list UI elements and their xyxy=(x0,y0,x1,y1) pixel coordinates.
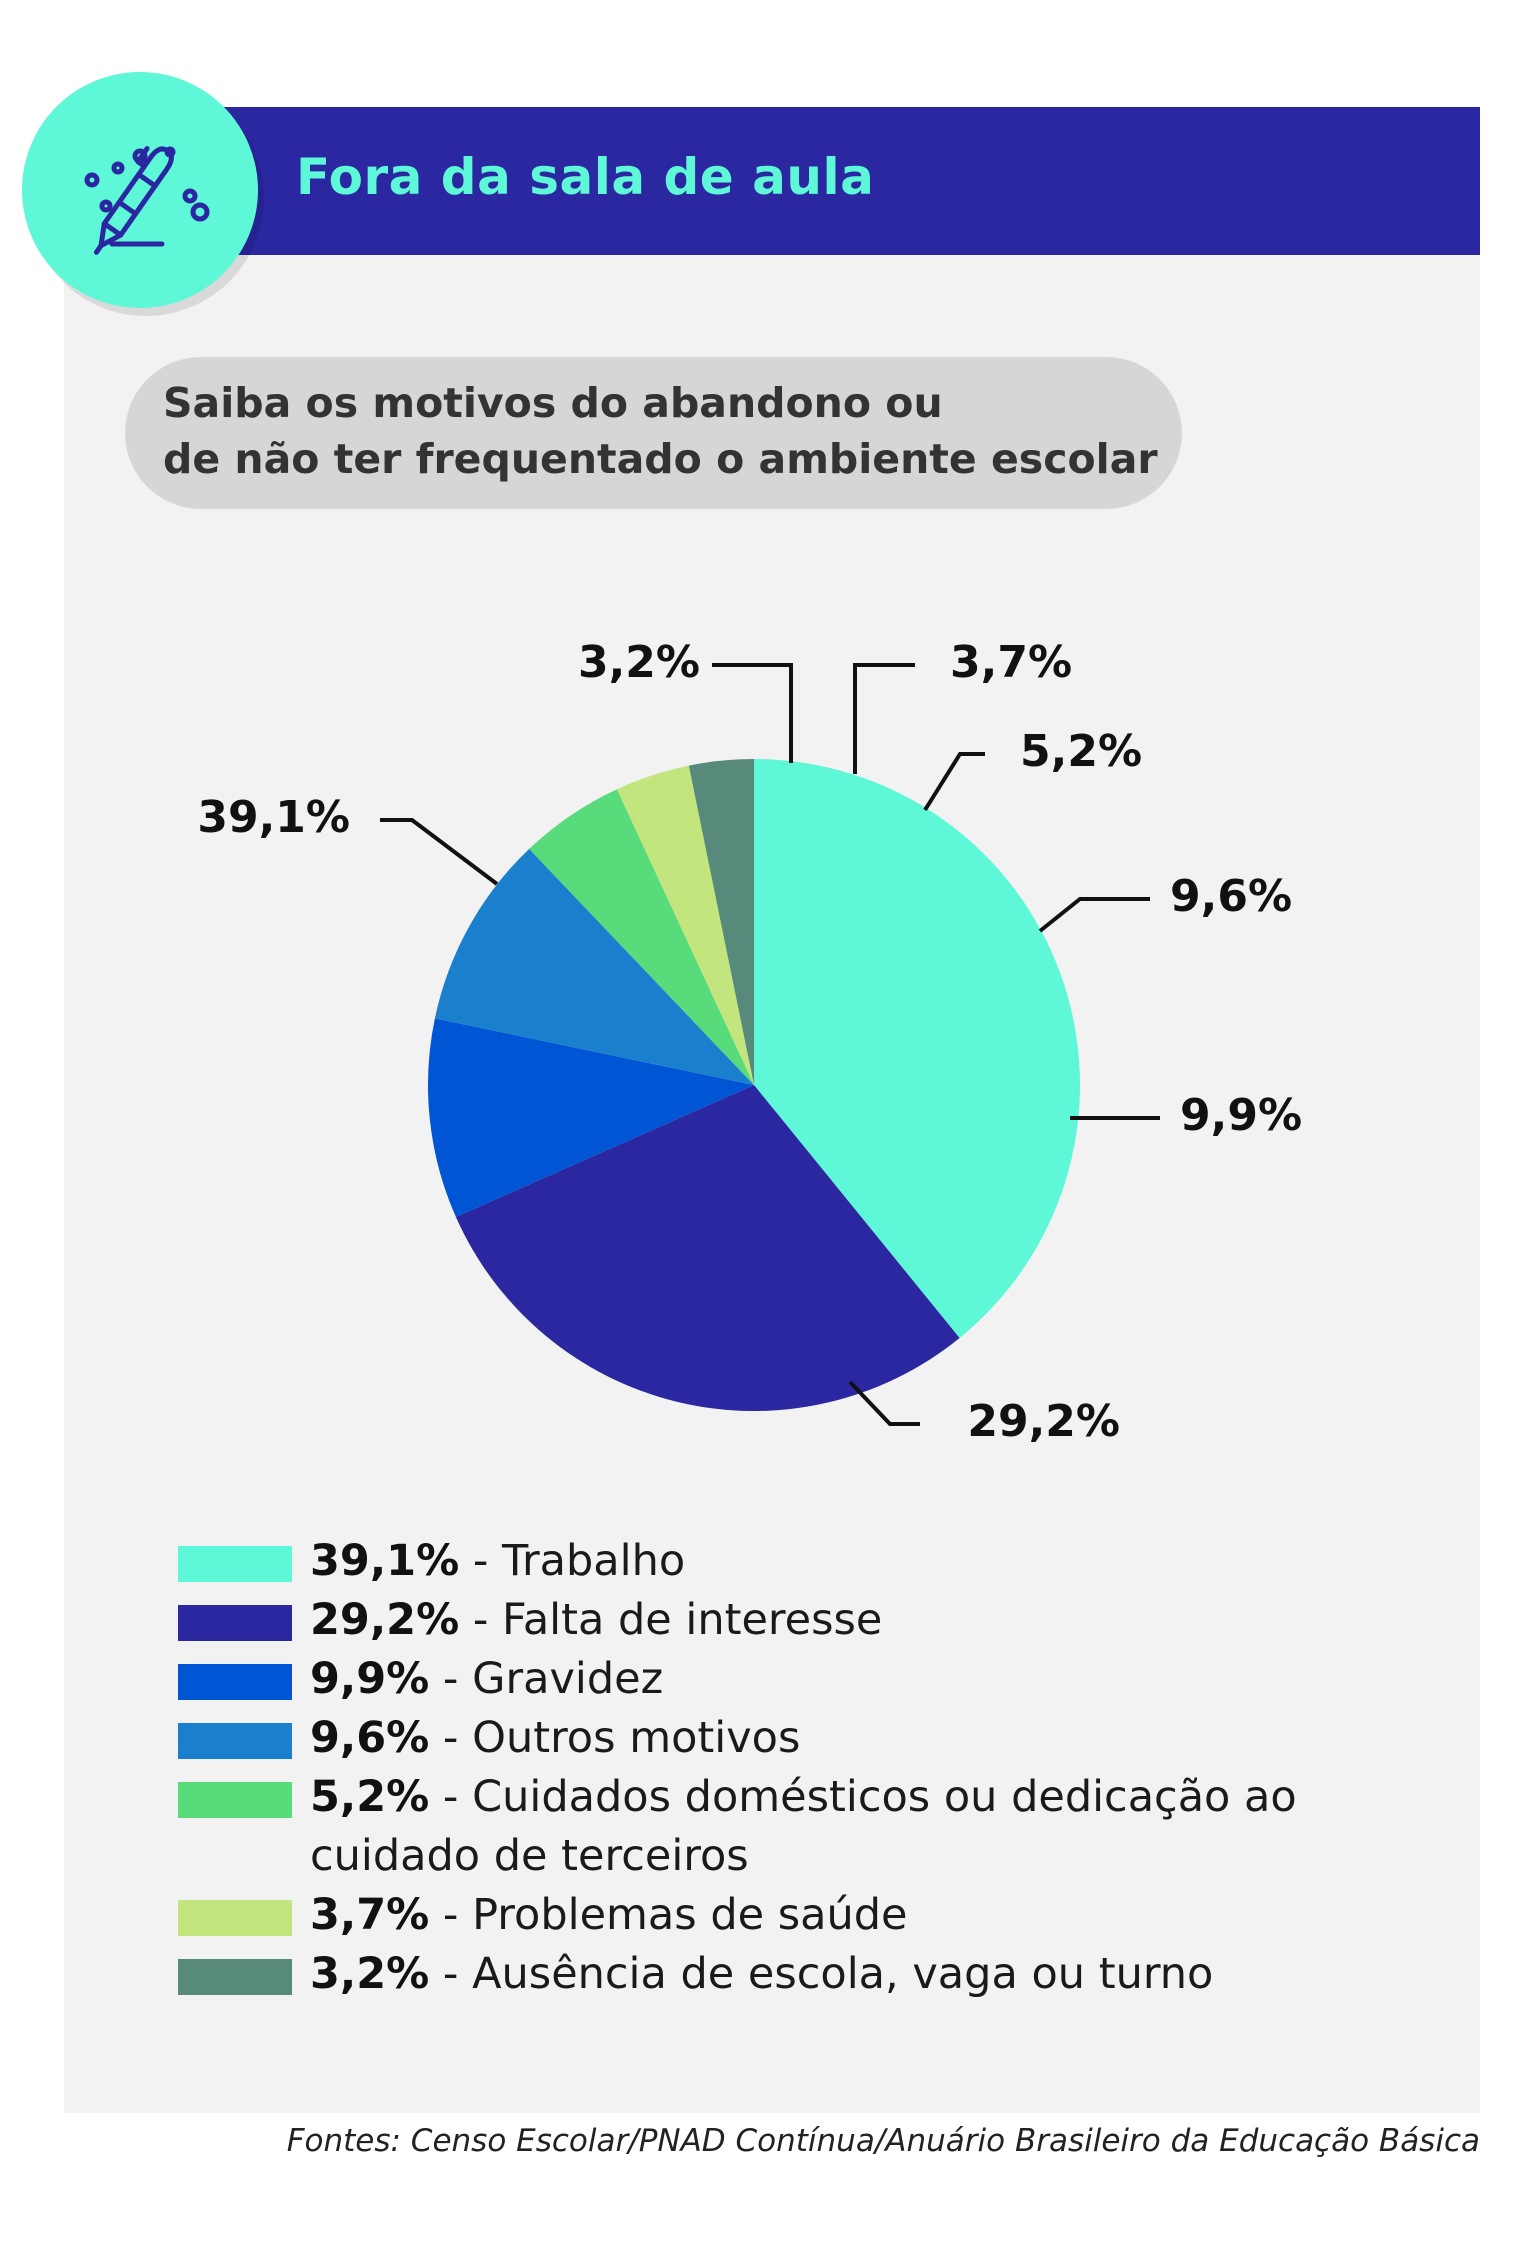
legend-swatch xyxy=(178,1723,292,1759)
subtitle-line-2: de não ter frequentado o ambiente escola… xyxy=(163,435,1158,483)
data-label: 39,1% xyxy=(197,792,350,843)
pie-slice xyxy=(428,1018,754,1217)
data-label: 3,7% xyxy=(950,637,1072,688)
legend-item: 39,1% - Trabalho xyxy=(178,1532,1428,1591)
pie-slice xyxy=(434,848,754,1085)
legend-item: 3,2% - Ausência de escola, vaga ou turno xyxy=(178,1945,1428,2004)
data-label: 5,2% xyxy=(1020,726,1142,777)
pie-slice xyxy=(455,1085,960,1411)
legend-label: - Cuidados domésticos ou dedicação ao cu… xyxy=(310,1772,1297,1881)
legend-label: - Outros motivos xyxy=(429,1713,801,1763)
pie-slice xyxy=(529,789,754,1085)
legend-label: - Gravidez xyxy=(429,1654,664,1704)
pie-slice xyxy=(616,765,754,1085)
legend-item: 29,2% - Falta de interesse xyxy=(178,1591,1428,1650)
legend-swatch xyxy=(178,1664,292,1700)
subtitle-line-1: Saiba os motivos do abandono ou xyxy=(163,379,943,427)
page-title: Fora da sala de aula xyxy=(296,148,875,206)
source-note: Fontes: Censo Escolar/PNAD Contínua/Anuá… xyxy=(286,2123,1480,2159)
legend-swatch xyxy=(178,1959,292,1995)
leader-line xyxy=(1038,897,1150,933)
legend-item: 3,7% - Problemas de saúde xyxy=(178,1886,1428,1945)
data-label: 9,9% xyxy=(1180,1090,1302,1141)
legend-pct: 9,6% xyxy=(310,1713,430,1763)
legend-pct: 5,2% xyxy=(310,1772,430,1822)
legend-swatch xyxy=(178,1782,292,1818)
legend-pct: 39,1% xyxy=(310,1536,460,1586)
legend-pct: 9,9% xyxy=(310,1654,430,1704)
legend-item: 9,6% - Outros motivos xyxy=(178,1709,1428,1768)
pie-slice xyxy=(754,759,1081,1338)
legend-swatch xyxy=(178,1605,292,1641)
data-label: 3,2% xyxy=(578,637,700,688)
leader-line xyxy=(923,752,985,812)
pen-badge xyxy=(22,72,258,308)
legend-label: - Ausência de escola, vaga ou turno xyxy=(429,1949,1214,1999)
legend-pct: 29,2% xyxy=(310,1595,460,1645)
data-label: 9,6% xyxy=(1170,871,1292,922)
legend-label: - Trabalho xyxy=(459,1536,686,1586)
legend-item: 9,9% - Gravidez xyxy=(178,1650,1428,1709)
leader-line xyxy=(848,1380,920,1426)
pen-writing-icon xyxy=(84,146,210,255)
leader-line xyxy=(712,663,793,763)
header-bar xyxy=(64,107,1480,255)
pie-slice xyxy=(688,759,754,1085)
legend-pct: 3,7% xyxy=(310,1890,430,1940)
leader-line xyxy=(853,663,915,774)
legend-item: 5,2% - Cuidados domésticos ou dedicação … xyxy=(178,1768,1428,1886)
legend-label: - Problemas de saúde xyxy=(429,1890,908,1940)
legend: 39,1% - Trabalho 29,2% - Falta de intere… xyxy=(178,1532,1428,2004)
legend-label: - Falta de interesse xyxy=(459,1595,883,1645)
leader-line xyxy=(380,818,499,886)
subtitle-pill: Saiba os motivos do abandono ou de não t… xyxy=(125,357,1182,509)
legend-pct: 3,2% xyxy=(310,1949,430,1999)
legend-swatch xyxy=(178,1546,292,1582)
legend-swatch xyxy=(178,1900,292,1936)
data-label: 29,2% xyxy=(967,1396,1120,1447)
